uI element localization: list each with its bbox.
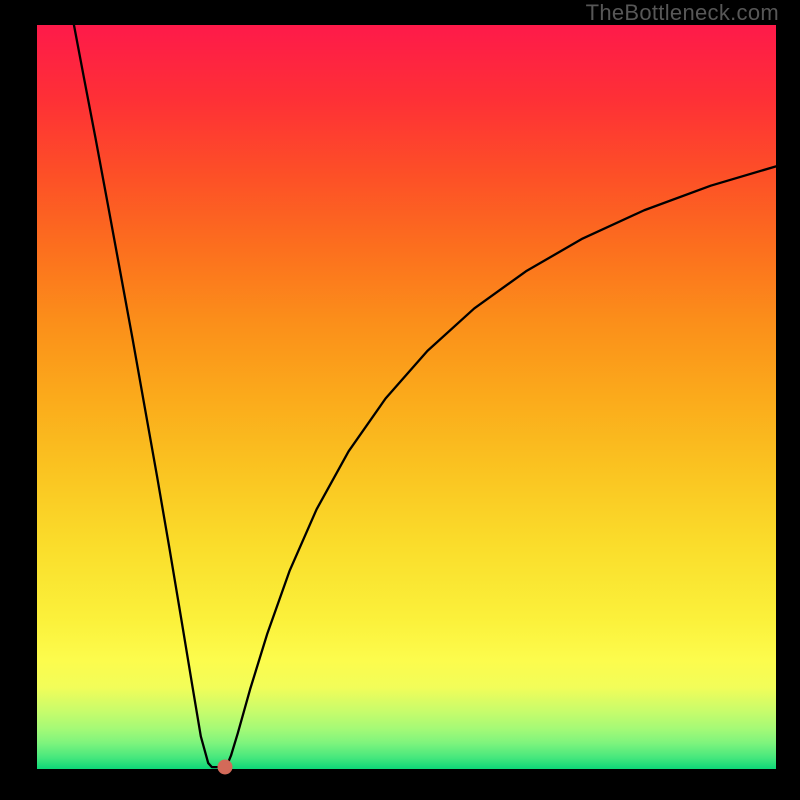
plot-area [37,25,776,769]
watermark-text: TheBottleneck.com [586,0,779,26]
outer-frame: TheBottleneck.com [0,0,800,800]
optimal-point-marker [217,760,232,775]
